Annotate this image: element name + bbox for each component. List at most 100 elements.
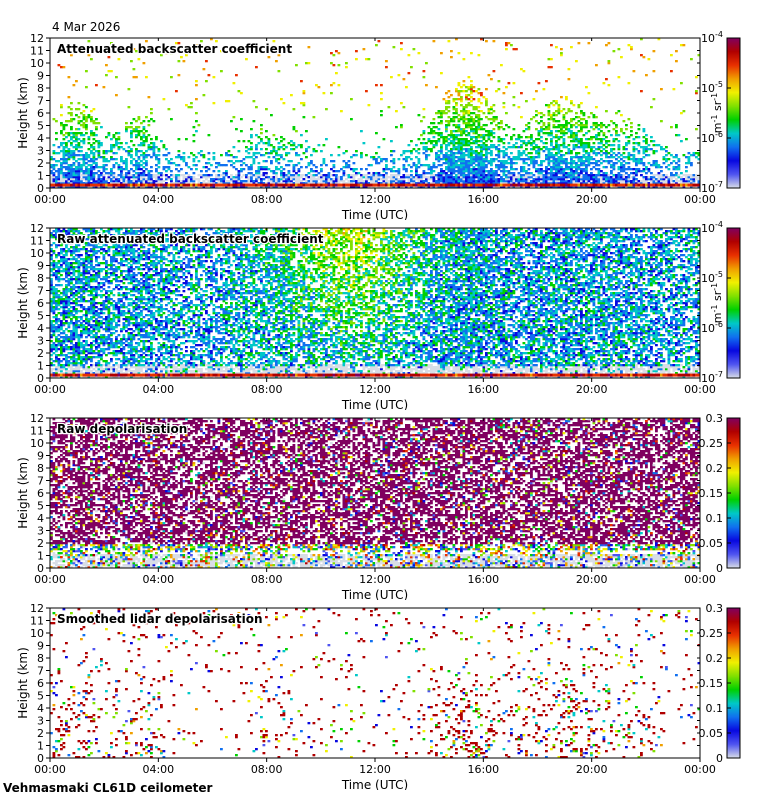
heatmap-cell — [562, 134, 566, 137]
heatmap-cell — [50, 340, 53, 343]
heatmap-cell — [60, 178, 63, 181]
heatmap-cell — [492, 110, 496, 113]
heatmap-cell — [467, 166, 471, 169]
heatmap-cell — [645, 168, 648, 171]
heatmap-cell — [55, 266, 58, 269]
heatmap-cell — [650, 136, 653, 139]
heatmap-cell — [50, 234, 53, 237]
heatmap-cell — [510, 146, 513, 149]
heatmap-cell — [70, 176, 73, 179]
heatmap-cell — [607, 178, 611, 181]
heatmap-cell — [242, 182, 246, 185]
heatmap-cell — [220, 164, 223, 167]
heatmap-cell — [60, 186, 63, 189]
heatmap-cell — [565, 126, 568, 129]
heatmap-cell — [465, 98, 468, 101]
heatmap-cell — [680, 44, 683, 47]
heatmap-cell — [275, 186, 278, 189]
heatmap-cell — [67, 134, 71, 137]
heatmap-cell — [312, 174, 316, 177]
heatmap-cell — [140, 154, 143, 157]
heatmap-cell — [417, 166, 421, 169]
heatmap-cell — [80, 132, 83, 135]
heatmap-cell — [565, 98, 568, 101]
heatmap-cell — [52, 234, 56, 237]
heatmap-cell — [517, 136, 521, 139]
heatmap-cell — [57, 348, 61, 351]
heatmap-cell — [50, 250, 53, 253]
heatmap-cell — [630, 182, 633, 185]
heatmap-cell — [562, 170, 566, 173]
heatmap-cell — [110, 172, 113, 175]
heatmap-cell — [207, 158, 211, 161]
heatmap-cell — [225, 182, 228, 185]
heatmap-cell — [215, 178, 218, 181]
heatmap-cell — [517, 150, 521, 153]
heatmap-cell — [295, 152, 298, 155]
heatmap-cell — [70, 144, 73, 147]
heatmap-cell — [505, 180, 508, 183]
heatmap-cell — [435, 126, 438, 129]
heatmap-cell — [142, 128, 146, 131]
heatmap-cell — [55, 284, 58, 287]
heatmap-cell — [585, 156, 588, 159]
heatmap-cell — [52, 158, 56, 161]
heatmap-cell — [255, 148, 258, 151]
heatmap-cell — [570, 166, 573, 169]
heatmap-cell — [632, 183, 636, 187]
heatmap-cell — [55, 372, 58, 375]
heatmap-cell — [92, 178, 96, 181]
heatmap-cell — [617, 183, 621, 187]
heatmap-cell — [507, 142, 511, 145]
heatmap-cell — [475, 108, 478, 111]
heatmap-cell — [60, 170, 63, 173]
heatmap-cell — [80, 166, 83, 169]
heatmap-cell — [375, 84, 378, 87]
heatmap-cell — [580, 162, 583, 165]
heatmap-cell — [62, 148, 66, 151]
heatmap-cell — [445, 130, 448, 133]
heatmap-cell — [467, 126, 471, 129]
heatmap-cell — [392, 170, 396, 173]
heatmap-cell — [60, 332, 63, 335]
heatmap-cell — [570, 170, 573, 173]
heatmap-cell — [165, 186, 168, 189]
heatmap-cell — [652, 150, 656, 153]
heatmap-cell — [280, 136, 283, 139]
heatmap-cell — [557, 183, 561, 187]
heatmap-cell — [607, 183, 611, 187]
heatmap-cell — [280, 166, 283, 169]
heatmap-cell — [600, 183, 603, 187]
heatmap-cell — [670, 176, 673, 179]
heatmap-cell — [672, 168, 676, 171]
heatmap-cell — [580, 170, 583, 173]
heatmap-cell — [305, 183, 308, 187]
heatmap-cell — [490, 78, 493, 81]
heatmap-cell — [317, 172, 321, 175]
heatmap-cell — [512, 146, 516, 149]
heatmap-cell — [450, 162, 453, 165]
heatmap-cell — [502, 160, 506, 163]
heatmap-cell — [295, 172, 298, 175]
heatmap-cell — [552, 164, 556, 167]
heatmap-cell — [530, 186, 533, 189]
heatmap-cell — [475, 120, 478, 123]
heatmap-cell — [155, 146, 158, 149]
heatmap-cell — [57, 366, 61, 369]
heatmap-cell — [532, 116, 536, 119]
heatmap-cell — [77, 102, 81, 105]
heatmap-cell — [55, 326, 58, 329]
heatmap-cell — [252, 183, 256, 187]
heatmap-cell — [487, 152, 491, 155]
heatmap-cell — [60, 234, 63, 237]
heatmap-cell — [605, 140, 608, 143]
heatmap-cell — [62, 146, 66, 149]
heatmap-cell — [140, 160, 143, 163]
heatmap-cell — [180, 156, 183, 159]
heatmap-cell — [67, 180, 71, 183]
heatmap-cell — [275, 172, 278, 175]
heatmap-cell — [192, 158, 196, 161]
heatmap-cell — [515, 176, 518, 179]
heatmap-cell — [135, 50, 138, 53]
heatmap-cell — [442, 180, 446, 183]
